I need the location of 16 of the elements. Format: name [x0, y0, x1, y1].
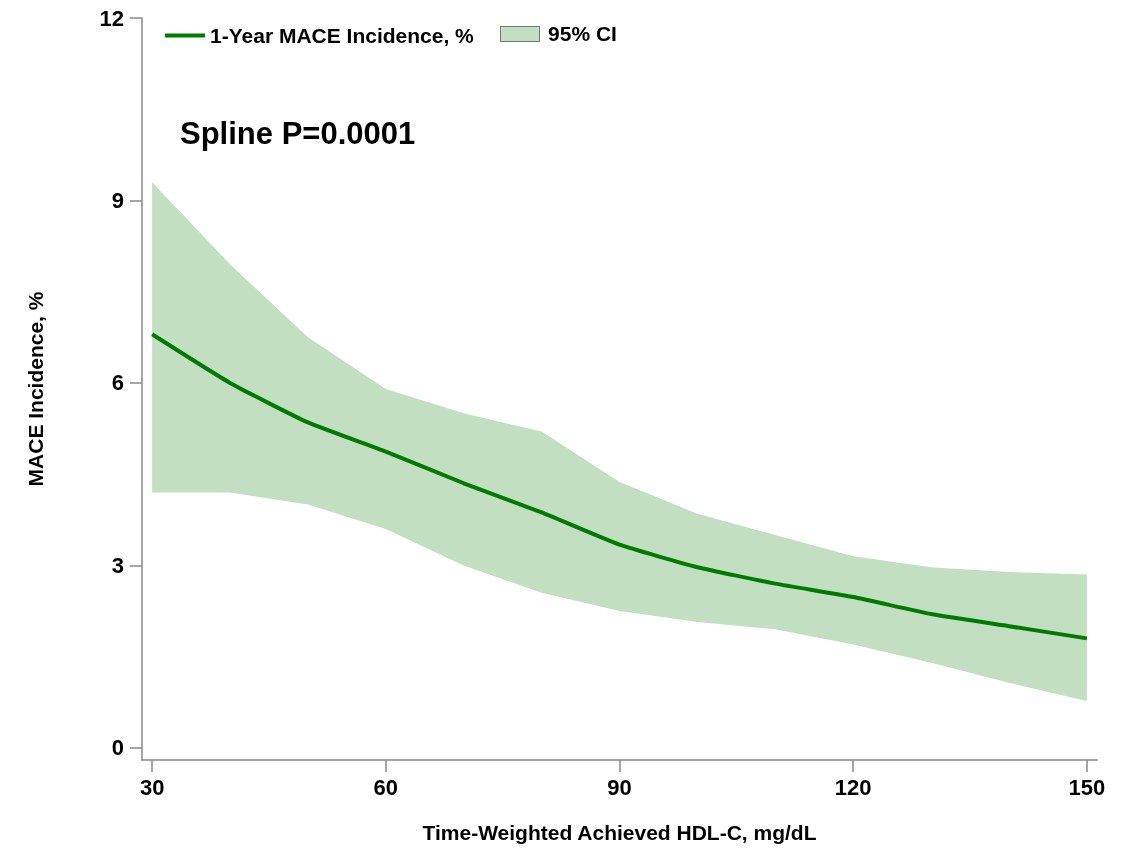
- x-tick-label: 30: [139, 774, 165, 800]
- x-tick-label: 120: [834, 774, 872, 800]
- line-series: [150, 332, 1089, 641]
- x-axis-title: Time-Weighted Achieved HDL-C, mg/dL: [422, 821, 817, 844]
- y-axis-title: MACE Incidence, %: [24, 291, 47, 487]
- y-tick-label: 12: [99, 5, 124, 31]
- annotation: 95% CI: [548, 22, 617, 46]
- y-tick-label: 9: [111, 187, 124, 213]
- y-tick-label: 0: [111, 735, 124, 761]
- x-tick-label: 90: [607, 774, 632, 800]
- y-tick-label: 3: [111, 552, 124, 578]
- annotation: Spline P=0.0001: [180, 116, 416, 151]
- x-tick-label: 60: [373, 774, 399, 800]
- x-tick-label: 150: [1068, 774, 1106, 800]
- legend-label: 1-Year MACE Incidence, %: [210, 24, 475, 47]
- y-tick-label: 6: [111, 370, 124, 396]
